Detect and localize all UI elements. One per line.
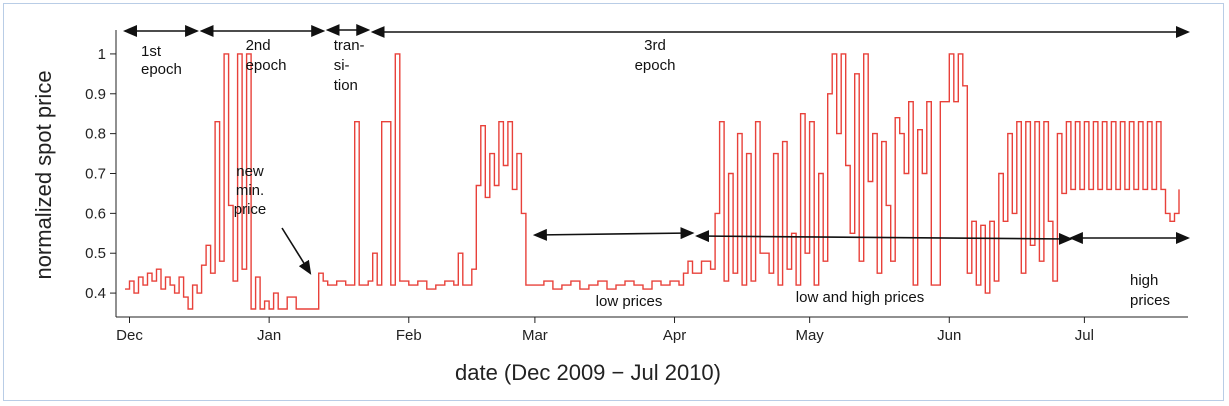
label-low-and-high-prices: low and high prices (796, 289, 924, 306)
x-tick-label: Feb (396, 327, 422, 344)
annotations: 1st epoch 2nd epoch tran-si-tion 3rd epoch new m… (123, 24, 1190, 310)
y-tick-label: 0.9 (85, 86, 106, 103)
arrow-new-min-price (281, 227, 312, 275)
axes: 0.4 0.5 0.6 0.7 0.8 0.9 1 Dec Jan Feb Mar Apr May Ju… (85, 30, 1188, 344)
label-1st-epoch: 1st epoch (141, 43, 182, 78)
y-tick-label: 0.6 (85, 205, 106, 222)
data-layer (125, 53, 1180, 310)
x-tick-label: Dec (116, 327, 143, 344)
y-tick-label: 0.4 (85, 285, 106, 302)
x-tick-label: Jun (937, 327, 961, 344)
y-tick-label: 0.5 (85, 245, 106, 262)
label-2nd-epoch: 2nd epoch (246, 37, 287, 74)
series-line (125, 53, 1180, 310)
y-axis-title: normalized spot price (31, 70, 56, 279)
arrow-low-high-prices (695, 230, 1073, 245)
arrow-low-prices (532, 227, 695, 241)
spot-price-chart: 0.4 0.5 0.6 0.7 0.8 0.9 1 Dec Jan Feb Mar Apr May Ju… (31, 24, 1190, 385)
x-tick-label: Apr (663, 327, 686, 344)
label-transition: tran-si-tion (334, 37, 365, 94)
label-high-prices: high prices (1130, 272, 1170, 309)
x-tick-label: Jul (1075, 327, 1094, 344)
y-tick-label: 1 (98, 46, 106, 63)
label-low-prices: low prices (596, 293, 663, 310)
x-axis-title: date (Dec 2009 − Jul 2010) (455, 360, 721, 385)
y-tick-label: 0.7 (85, 166, 106, 183)
x-tick-label: May (795, 327, 824, 344)
figure-frame: 0.4 0.5 0.6 0.7 0.8 0.9 1 Dec Jan Feb Mar Apr May Ju… (3, 3, 1224, 401)
x-tick-label: Mar (522, 327, 548, 344)
label-3rd-epoch: 3rd epoch (635, 37, 676, 74)
label-new-min-price: new min. price (234, 163, 267, 218)
y-ticks: 0.4 0.5 0.6 0.7 0.8 0.9 1 (85, 46, 116, 302)
y-tick-label: 0.8 (85, 126, 106, 143)
x-ticks: Dec Jan Feb Mar Apr May Jun Jul (116, 317, 1094, 344)
x-tick-label: Jan (257, 327, 281, 344)
